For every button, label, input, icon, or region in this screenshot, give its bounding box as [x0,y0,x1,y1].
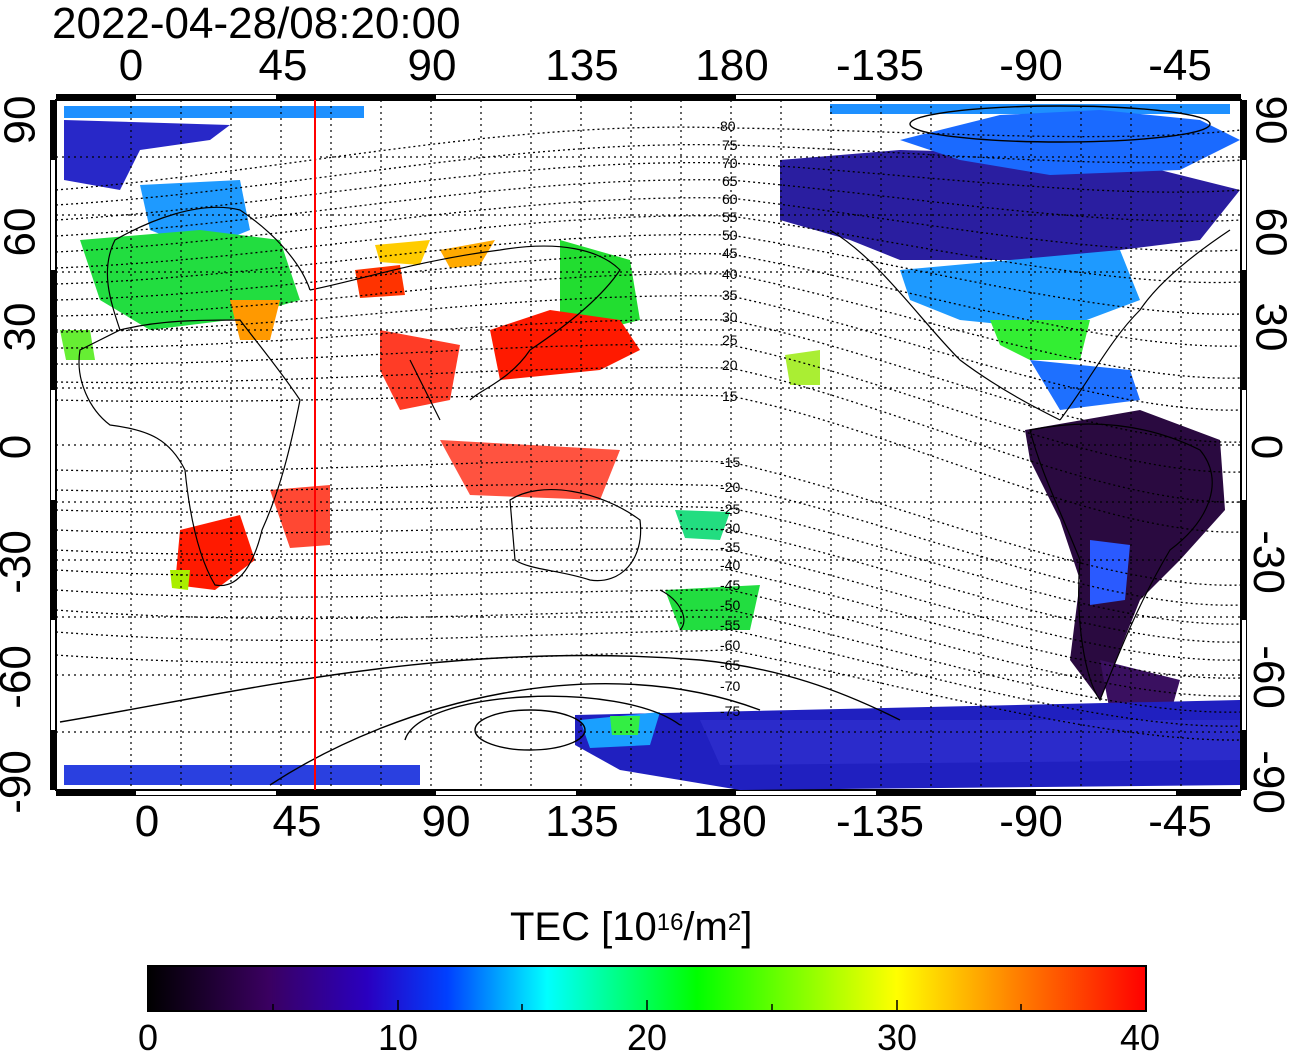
contour-label: -15 [720,454,740,470]
colorbar-tick-label: 30 [876,1017,918,1058]
contour-label: -35 [720,539,740,555]
contour-label: 35 [722,287,738,303]
magnetic-contours [56,126,1241,741]
contour-label: -40 [720,557,740,573]
colorbar-title-exp1: 16 [656,909,684,936]
contour-label: 80 [720,118,736,134]
contour-label: -50 [720,597,740,613]
contour-label: 20 [722,357,738,373]
top-lon-label: 0 [118,41,144,90]
contour-label: -45 [720,577,740,593]
bottom-lon-label: 45 [272,797,322,846]
tec-data-overlay [60,104,1240,790]
contour-label: -25 [720,501,740,517]
colorbar-tick-label: 10 [377,1017,419,1058]
colorbar-ticks [272,1000,1022,1011]
polar-contours [59,105,1211,786]
contour-labels: 80 75 70 65 60 55 50 45 40 35 30 25 20 1… [720,118,740,719]
colorbar-title-exp2: 2 [727,909,742,936]
contour-label: 70 [722,155,738,171]
contour-label: -70 [720,678,740,694]
bottom-lon-label: 180 [693,797,767,846]
timestamp-title: 2022-04-28/08:20:00 [52,0,461,48]
contour-label: 60 [722,191,738,207]
bottom-lon-label: -45 [1148,797,1212,846]
top-lon-label: 180 [695,41,769,90]
contour-label: 45 [722,245,738,261]
bottom-lon-label: -135 [835,797,925,846]
colorbar-tick-label: 20 [626,1017,668,1058]
colorbar-title-mid: /m [683,905,728,949]
top-lon-label: 45 [258,41,308,90]
colorbar-tick-label: 40 [1119,1017,1161,1058]
contour-label: -20 [720,479,740,495]
contour-label: -55 [720,617,740,633]
colorbar-title: TEC [1016/m2] [510,905,752,949]
contour-label: 30 [722,309,738,325]
colorbar-tick-label: 0 [137,1017,159,1058]
contour-label: -30 [720,520,740,536]
coastlines [78,206,1231,702]
contour-label: 40 [722,266,738,282]
bottom-lon-label: 0 [134,797,160,846]
contour-label: 55 [722,209,738,225]
contour-label: -60 [720,637,740,653]
top-lon-label: -90 [999,41,1063,90]
top-lon-label: 135 [545,41,619,90]
top-lon-label: 90 [407,41,457,90]
colorbar-title-prefix: TEC [10 [510,905,657,949]
top-lon-label: -135 [835,41,925,90]
contour-label: 50 [722,227,738,243]
contour-label: 75 [722,137,738,153]
colorbar-title-suffix: ] [741,905,753,949]
bottom-lon-label: 135 [545,797,619,846]
axis-ticks [50,94,1247,796]
bottom-lon-label: -90 [999,797,1063,846]
contour-label: 25 [722,332,738,348]
contour-label: 15 [722,388,738,404]
contour-label: -75 [720,703,740,719]
top-lon-label: -45 [1148,41,1212,90]
bottom-lon-label: 90 [421,797,471,846]
contour-label: 65 [722,173,738,189]
contour-label: -65 [720,657,740,673]
